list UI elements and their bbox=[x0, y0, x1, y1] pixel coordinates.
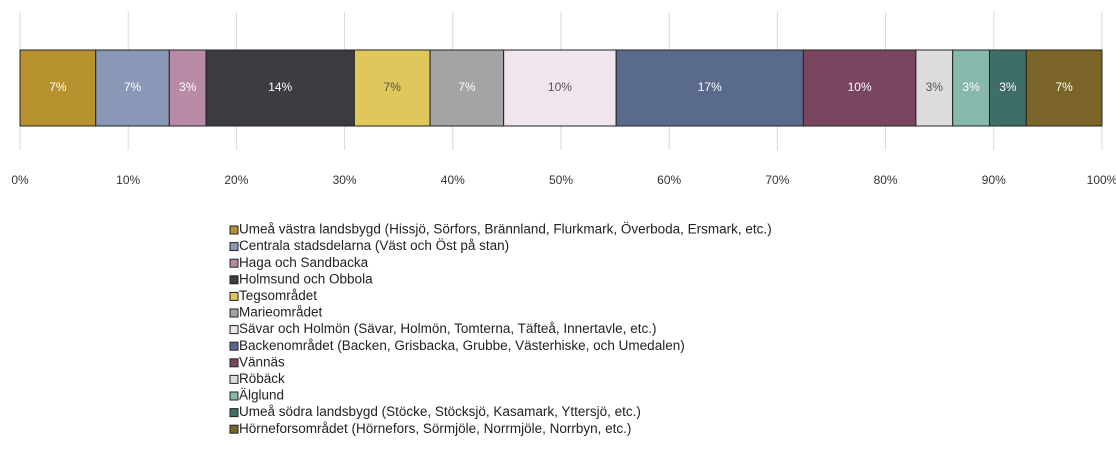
legend-label: Sävar och Holmön (Sävar, Holmön, Tomtern… bbox=[239, 321, 656, 336]
bar-segment bbox=[205, 49, 355, 127]
legend-label: Röbäck bbox=[239, 371, 285, 386]
legend-swatch bbox=[229, 308, 239, 318]
bar-segment bbox=[503, 49, 617, 127]
bar-segment bbox=[988, 49, 1027, 127]
x-tick-label: 60% bbox=[657, 173, 681, 187]
bar-segment bbox=[95, 49, 170, 127]
legend-label: Holmsund och Obbola bbox=[239, 271, 373, 286]
legend-label: Umeå västra landsbygd (Hissjö, Sörfors, … bbox=[239, 222, 772, 237]
data-label: 3% bbox=[926, 80, 944, 94]
legend-label: Älglund bbox=[239, 388, 284, 403]
legend-swatch bbox=[229, 291, 239, 301]
data-label: 14% bbox=[268, 80, 292, 94]
x-tick-label: 100% bbox=[1087, 173, 1116, 187]
data-label: 10% bbox=[548, 80, 572, 94]
legend-swatch bbox=[229, 341, 239, 351]
legend-label: Hörneforsområdet (Hörnefors, Sörmjöle, N… bbox=[239, 421, 631, 436]
legend-label: Centrala stadsdelarna (Väst och Öst på s… bbox=[239, 238, 509, 253]
legend-swatch bbox=[229, 391, 239, 401]
data-label: 7% bbox=[384, 80, 402, 94]
x-tick-label: 30% bbox=[333, 173, 357, 187]
x-tick-label: 80% bbox=[874, 173, 898, 187]
legend-label: Marieområdet bbox=[239, 305, 323, 320]
bar-segment bbox=[1025, 49, 1103, 127]
legend-label: Vännäs bbox=[239, 354, 285, 369]
x-tick-label: 40% bbox=[441, 173, 465, 187]
x-tick-label: 0% bbox=[11, 173, 29, 187]
data-label: 7% bbox=[458, 80, 476, 94]
legend-swatch bbox=[229, 424, 239, 434]
x-tick-label: 10% bbox=[116, 173, 140, 187]
bar-segment bbox=[353, 49, 431, 127]
legend-label: Backenområdet (Backen, Grisbacka, Grubbe… bbox=[239, 338, 685, 353]
bar-segment bbox=[429, 49, 505, 127]
legend-label: Haga och Sandbacka bbox=[239, 255, 369, 270]
x-tick-label: 20% bbox=[224, 173, 248, 187]
data-label: 7% bbox=[124, 80, 142, 94]
legend-swatch bbox=[229, 408, 239, 418]
data-label: 10% bbox=[848, 80, 872, 94]
legend-swatch bbox=[229, 374, 239, 384]
bar-segment bbox=[19, 49, 97, 127]
data-label: 7% bbox=[1055, 80, 1073, 94]
data-label: 7% bbox=[49, 80, 67, 94]
legend-swatch bbox=[229, 275, 239, 285]
data-label: 3% bbox=[962, 80, 980, 94]
data-label: 17% bbox=[698, 80, 722, 94]
data-label: 3% bbox=[999, 80, 1017, 94]
x-tick-label: 50% bbox=[549, 173, 573, 187]
legend-swatch bbox=[229, 358, 239, 368]
x-tick-label: 90% bbox=[982, 173, 1006, 187]
legend-swatch bbox=[229, 258, 239, 268]
bar-segment bbox=[802, 49, 917, 127]
data-label: 3% bbox=[179, 80, 197, 94]
legend-swatch bbox=[229, 225, 239, 235]
legend-label: Umeå södra landsbygd (Stöcke, Stöcksjö, … bbox=[239, 404, 641, 419]
bar-segment bbox=[915, 49, 954, 127]
legend-label: Tegsområdet bbox=[239, 288, 317, 303]
legend-swatch bbox=[229, 325, 239, 335]
x-tick-label: 70% bbox=[765, 173, 789, 187]
bar-segment bbox=[952, 49, 990, 127]
legend-swatch bbox=[229, 242, 239, 252]
